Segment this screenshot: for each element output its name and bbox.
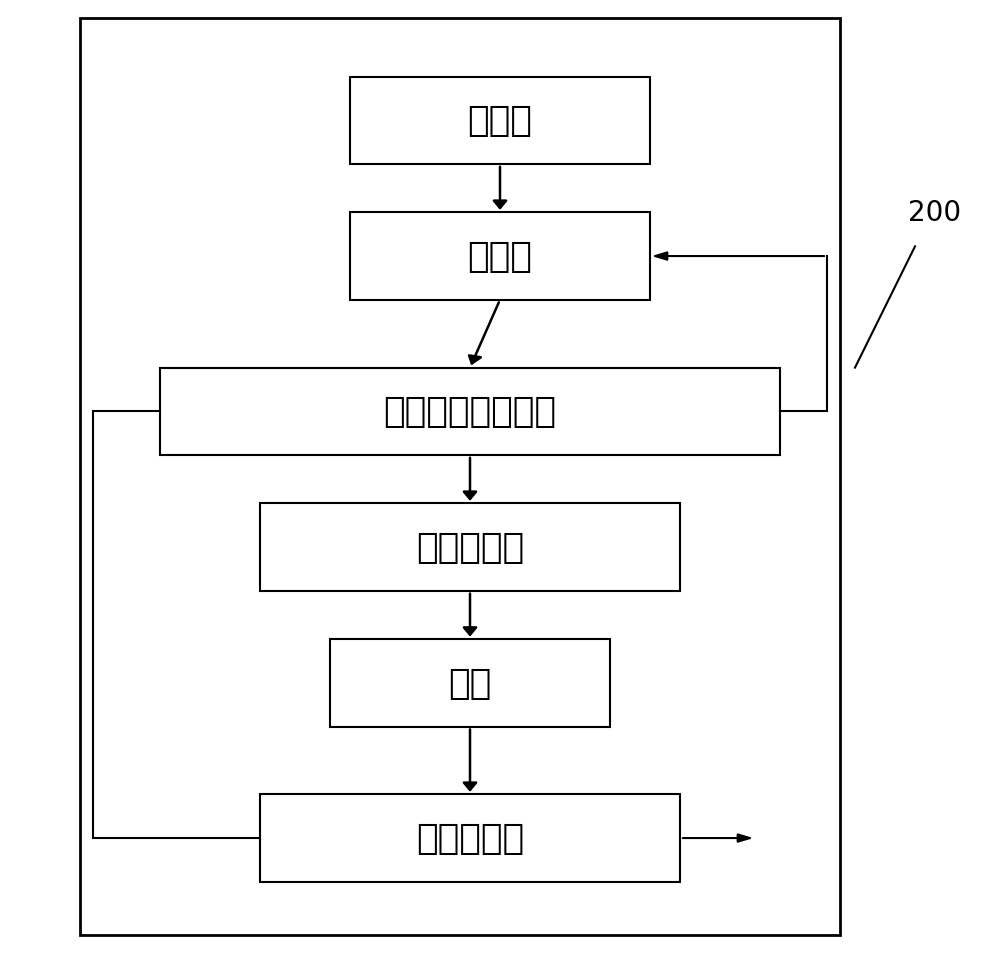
Bar [260,504,680,591]
Text: 服务器: 服务器 [468,104,532,139]
Bar [160,368,780,455]
Bar [330,640,610,727]
Bar [80,19,840,935]
Text: 反馈电路板: 反馈电路板 [416,821,524,856]
Bar [350,78,650,165]
Text: 马达: 马达 [448,666,492,701]
Text: 驱动电路板: 驱动电路板 [416,530,524,565]
Text: 控制器: 控制器 [468,239,532,274]
Bar [260,795,680,882]
Text: 200: 200 [908,200,962,227]
Bar [350,213,650,300]
Text: 头收发处理电路板: 头收发处理电路板 [384,394,556,429]
